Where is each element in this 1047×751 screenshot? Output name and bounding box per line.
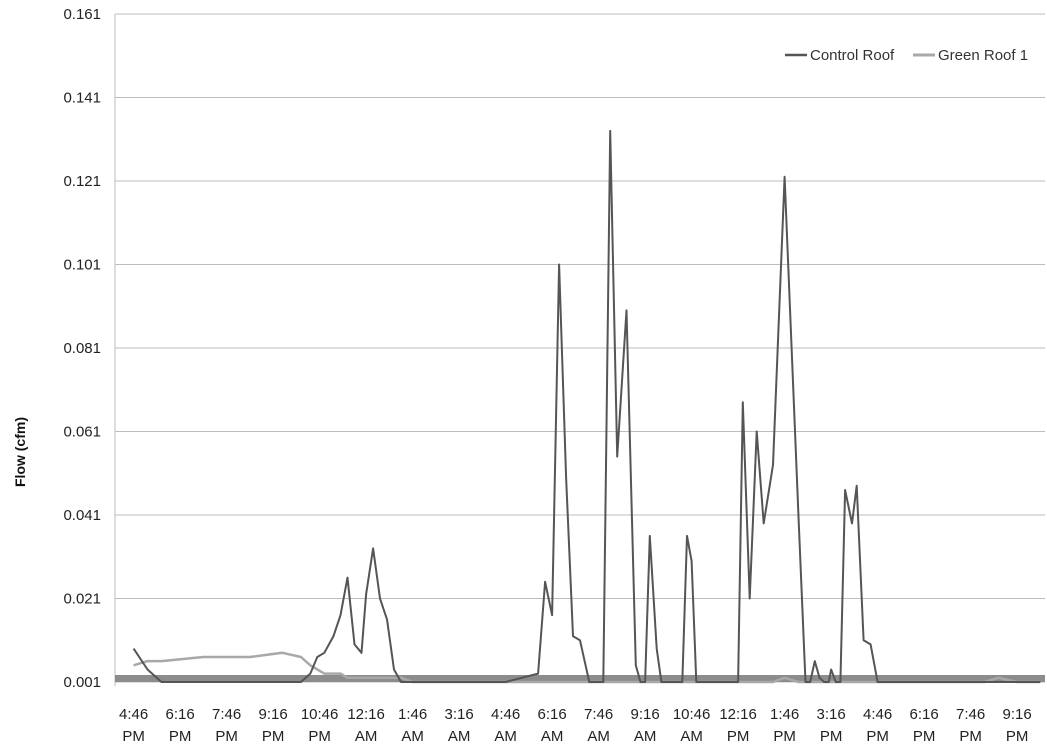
x-tick-label: 3:16	[816, 706, 845, 723]
y-tick-label: 0.041	[63, 507, 101, 524]
x-tick-label-meridiem: AM	[634, 728, 657, 745]
x-tick-label-meridiem: PM	[773, 728, 796, 745]
legend-label: Green Roof 1	[938, 47, 1028, 64]
x-tick-label: 9:16	[258, 706, 287, 723]
x-tick-label-meridiem: AM	[541, 728, 564, 745]
y-tick-label: 0.021	[63, 591, 101, 608]
x-tick-label-meridiem: AM	[401, 728, 424, 745]
baseline-band	[115, 675, 1045, 682]
x-tick-label: 12:16	[347, 706, 385, 723]
x-tick-label: 12:16	[719, 706, 757, 723]
x-tick-label-meridiem: PM	[727, 728, 750, 745]
legend: Control Roof Green Roof 1	[785, 47, 1028, 64]
x-tick-label-meridiem: AM	[448, 728, 471, 745]
y-tick-label: 0.061	[63, 424, 101, 441]
x-tick-label: 4:46	[863, 706, 892, 723]
x-tick-label: 1:46	[770, 706, 799, 723]
x-tick-label-meridiem: PM	[215, 728, 238, 745]
x-tick-label-meridiem: PM	[913, 728, 936, 745]
x-tick-label-meridiem: AM	[355, 728, 378, 745]
y-tick-label: 0.141	[63, 90, 101, 107]
grid-lines	[114, 13, 1045, 686]
x-tick-label: 6:16	[165, 706, 194, 723]
x-tick-label: 7:46	[584, 706, 613, 723]
x-tick-label: 7:46	[956, 706, 985, 723]
x-tick-label-meridiem: PM	[959, 728, 982, 745]
x-tick-label: 10:46	[673, 706, 711, 723]
series-line-control-roof	[132, 129, 1041, 683]
x-tick-label: 6:16	[537, 706, 566, 723]
x-tick-label: 1:46	[398, 706, 427, 723]
x-tick-label: 4:46	[491, 706, 520, 723]
x-tick-label-meridiem: AM	[680, 728, 703, 745]
y-tick-label: 0.161	[63, 6, 101, 23]
x-tick-label-meridiem: PM	[820, 728, 843, 745]
x-tick-label-meridiem: AM	[587, 728, 610, 745]
x-tick-label: 9:16	[630, 706, 659, 723]
x-tick-label-meridiem: PM	[262, 728, 285, 745]
x-tick-label-meridiem: PM	[169, 728, 192, 745]
x-tick-label: 7:46	[212, 706, 241, 723]
series-lines	[132, 129, 1041, 684]
x-tick-labels: 4:46 PM 6:16 PM 7:46 PM 9:16 PM 10:46 PM 12:16 AM 1:…	[119, 706, 1032, 745]
x-tick-label: 9:16	[1002, 706, 1031, 723]
y-tick-label: 0.081	[63, 340, 101, 357]
x-tick-label-meridiem: PM	[866, 728, 889, 745]
x-tick-label-meridiem: AM	[494, 728, 517, 745]
legend-label: Control Roof	[810, 47, 895, 64]
y-tick-label: 0.121	[63, 173, 101, 190]
x-tick-label: 4:46	[119, 706, 148, 723]
x-tick-label-meridiem: PM	[1006, 728, 1029, 745]
y-axis-title: Flow (cfm)	[12, 417, 28, 487]
x-tick-label: 3:16	[444, 706, 473, 723]
x-tick-label: 10:46	[301, 706, 339, 723]
x-tick-label-meridiem: PM	[122, 728, 145, 745]
x-tick-label-meridiem: PM	[308, 728, 331, 745]
y-tick-label: 0.001	[63, 674, 101, 691]
y-tick-label: 0.101	[63, 257, 101, 274]
x-tick-label: 6:16	[909, 706, 938, 723]
y-tick-labels: 0.001 0.021 0.041 0.061 0.081 0.101 0.121 0.141…	[63, 6, 101, 691]
